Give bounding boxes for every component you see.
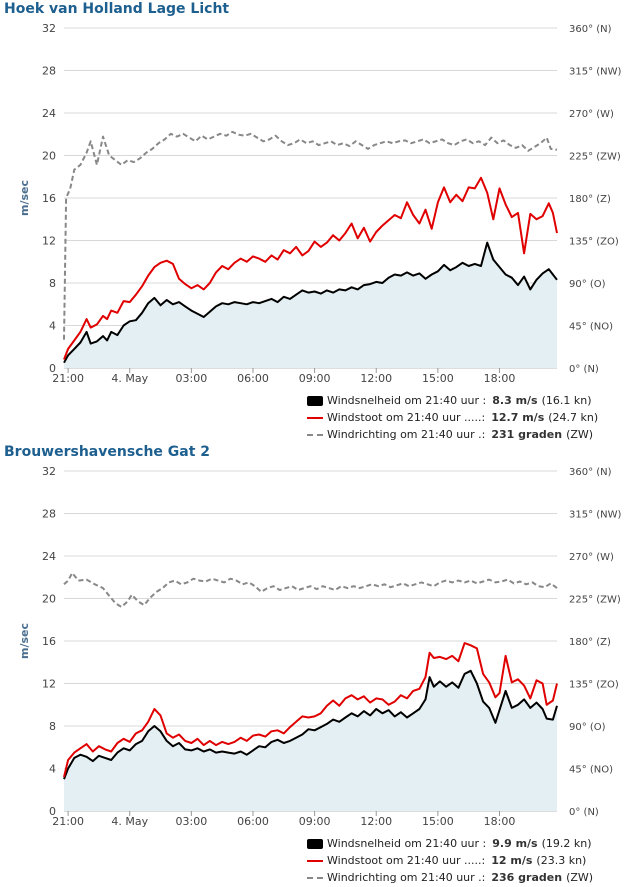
series-area-windsnelheid <box>64 670 557 811</box>
legend-value: 231 graden <box>491 428 563 441</box>
legend-symbol-direction <box>307 876 323 879</box>
y-tick-label: 24 <box>42 107 56 120</box>
chart-panel-hoek-van-holland: 0 4 8 12 16 20 24 28 32 0° (N) 45° (NO) 90° (O) 135°… <box>0 0 629 443</box>
series-line-windsnelheid <box>63 669 558 780</box>
x-tick-label: 12:00 <box>360 372 392 385</box>
y2-tick-label: 360° (N) <box>569 467 612 478</box>
legend-label: Windsnelheid om 21:40 uur : <box>327 837 487 850</box>
chart-legend: Windsnelheid om 21:40 uur : 8.3 m/s (16.… <box>307 392 598 443</box>
y-tick-label: 28 <box>42 508 56 521</box>
y-tick-label: 4 <box>49 320 56 333</box>
y-tick-label: 16 <box>42 192 56 205</box>
y-tick-label: 32 <box>42 465 56 478</box>
x-tick-label: 15:00 <box>422 372 454 385</box>
legend-symbol-speed <box>307 838 323 849</box>
y-tick-label: 0 <box>49 805 56 818</box>
legend-label: Windstoot om 21:40 uur .....: <box>327 854 486 867</box>
chart-svg: 0 4 8 12 16 20 24 28 32 0° (N) 45° (NO) 90° (O) 135°… <box>18 465 622 828</box>
legend-value: 12 m/s <box>491 854 533 867</box>
y-tick-label: 20 <box>42 593 56 606</box>
legend-symbol-gust <box>307 416 323 419</box>
y2-tick-label: 360° (N) <box>569 24 612 35</box>
y-tick-label: 16 <box>42 635 56 648</box>
chart-panel-brouwershavensche-gat: 0 4 8 12 16 20 24 28 32 0° (N) 45° (NO) 90° (O) 135°… <box>0 443 629 887</box>
y-tick-label: 20 <box>42 150 56 163</box>
x-tick-label: 06:00 <box>237 372 269 385</box>
x-tick-label: 21:00 <box>52 372 84 385</box>
x-tick-label: 06:00 <box>237 815 269 828</box>
chart-title: Hoek van Holland Lage Licht <box>4 1 230 17</box>
legend-label: Windstoot om 21:40 uur .....: <box>327 411 486 424</box>
legend-extra: (19.2 kn) <box>541 837 592 850</box>
legend-item-windstoot[interactable]: Windstoot om 21:40 uur .....: 12.7 m/s (… <box>307 409 598 426</box>
y2-tick-label: 90° (O) <box>569 722 606 733</box>
y2-tick-label: 180° (Z) <box>569 194 611 205</box>
x-tick-label: 4. May <box>111 372 148 385</box>
x-tick-label: 15:00 <box>422 815 454 828</box>
y-tick-label: 32 <box>42 22 56 35</box>
legend-extra: (16.1 kn) <box>541 394 592 407</box>
x-tick-label: 09:00 <box>299 815 331 828</box>
legend-value: 12.7 m/s <box>491 411 545 424</box>
series-line-windstoot <box>63 176 558 360</box>
y-tick-label: 24 <box>42 550 56 563</box>
chart-legend: Windsnelheid om 21:40 uur : 9.9 m/s (19.… <box>307 835 593 886</box>
legend-item-windrichting[interactable]: Windrichting om 21:40 uur .: 231 graden … <box>307 426 598 443</box>
y-axis-label: m/sec <box>18 623 31 659</box>
legend-item-windsnelheid[interactable]: Windsnelheid om 21:40 uur : 8.3 m/s (16.… <box>307 392 598 409</box>
y-tick-label: 12 <box>42 235 56 248</box>
legend-symbol-direction <box>307 433 323 436</box>
y-tick-label: 8 <box>49 720 56 733</box>
x-tick-label: 18:00 <box>484 372 516 385</box>
y2-tick-label: 225° (ZW) <box>569 595 621 606</box>
legend-item-windrichting[interactable]: Windrichting om 21:40 uur .: 236 graden … <box>307 869 593 886</box>
x-tick-label: 4. May <box>111 815 148 828</box>
legend-extra: (ZW) <box>566 871 594 884</box>
legend-value: 9.9 m/s <box>492 837 538 850</box>
series-line-windstoot <box>63 642 558 778</box>
y-tick-label: 28 <box>42 65 56 78</box>
y2-tick-label: 135° (ZO) <box>569 680 619 691</box>
y2-tick-label: 315° (NW) <box>569 510 622 521</box>
legend-label: Windsnelheid om 21:40 uur : <box>327 394 487 407</box>
legend-label: Windrichting om 21:40 uur .: <box>327 871 486 884</box>
y-tick-label: 4 <box>49 763 56 776</box>
x-tick-label: 18:00 <box>484 815 516 828</box>
y2-tick-label: 45° (NO) <box>569 322 613 333</box>
legend-extra: (ZW) <box>566 428 594 441</box>
legend-symbol-gust <box>307 859 323 862</box>
legend-value: 8.3 m/s <box>492 394 538 407</box>
x-tick-label: 12:00 <box>360 815 392 828</box>
y2-tick-label: 270° (W) <box>569 552 614 563</box>
y2-tick-label: 315° (NW) <box>569 67 622 78</box>
y-tick-label: 8 <box>49 277 56 290</box>
legend-extra: (24.7 kn) <box>548 411 599 424</box>
y-tick-label: 12 <box>42 678 56 691</box>
y-tick-label: 0 <box>49 362 56 375</box>
y-axis-label: m/sec <box>18 180 31 216</box>
series-line-windsnelheid <box>63 241 558 364</box>
legend-value: 236 graden <box>491 871 563 884</box>
legend-label: Windrichting om 21:40 uur .: <box>327 428 486 441</box>
y2-tick-label: 45° (NO) <box>569 765 613 776</box>
chart-title: Brouwershavensche Gat 2 <box>4 444 211 460</box>
y2-tick-label: 270° (W) <box>569 109 614 120</box>
y2-tick-label: 135° (ZO) <box>569 237 619 248</box>
chart-svg: 0 4 8 12 16 20 24 28 32 0° (N) 45° (NO) 90° (O) 135°… <box>18 22 622 385</box>
x-tick-label: 21:00 <box>52 815 84 828</box>
x-tick-label: 03:00 <box>176 372 208 385</box>
legend-item-windstoot[interactable]: Windstoot om 21:40 uur .....: 12 m/s (23… <box>307 852 593 869</box>
x-tick-label: 09:00 <box>299 372 331 385</box>
y2-tick-label: 225° (ZW) <box>569 152 621 163</box>
x-tick-label: 03:00 <box>176 815 208 828</box>
legend-extra: (23.3 kn) <box>536 854 587 867</box>
y2-tick-label: 0° (N) <box>569 807 599 818</box>
legend-symbol-speed <box>307 395 323 406</box>
series-line-windrichting <box>63 130 558 340</box>
series-line-windrichting <box>63 572 558 608</box>
y2-tick-label: 0° (N) <box>569 364 599 375</box>
y2-tick-label: 90° (O) <box>569 279 606 290</box>
legend-item-windsnelheid[interactable]: Windsnelheid om 21:40 uur : 9.9 m/s (19.… <box>307 835 593 852</box>
y2-tick-label: 180° (Z) <box>569 637 611 648</box>
